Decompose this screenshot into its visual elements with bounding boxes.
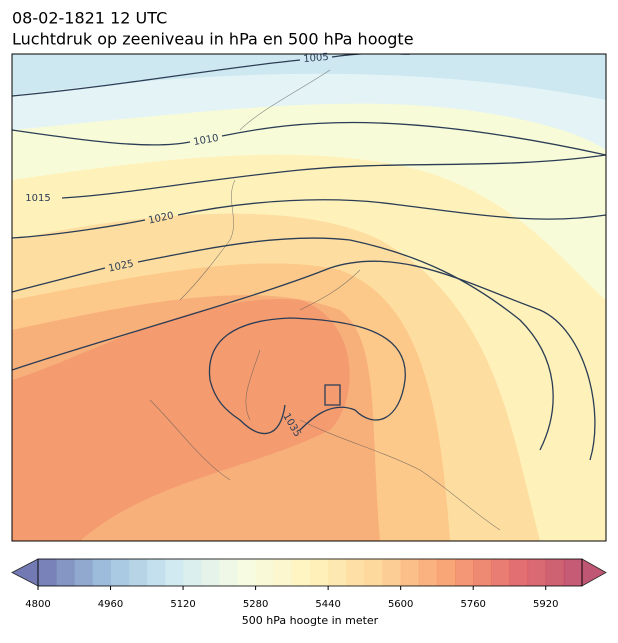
colorbar-cell [491,559,510,586]
colorbar-cell [92,559,112,586]
colorbar-tick-label: 5600 [388,599,413,610]
isobar-label: 1025 [108,258,135,274]
colorbar-cell [74,559,93,586]
colorbar-cell [255,559,275,586]
colorbar-cell [473,559,492,586]
isobar-label: 1020 [148,210,175,226]
colorbar-label: 500 hPa hoogte in meter [242,614,379,627]
subtitle: Luchtdruk op zeeniveau in hPa en 500 hPa… [12,30,414,49]
colorbar-cell [436,559,456,586]
colorbar-cell [310,559,329,586]
colorbar-tick-label: 5280 [243,599,268,610]
colorbar-cell [364,559,384,586]
isobar-label: 1005 [303,52,329,65]
colorbar-extend-low [11,558,39,587]
colorbar-frame [37,558,583,587]
colorbar-cell [382,559,402,586]
colorbar-extend-high [581,558,607,587]
colorbar-cell [219,559,238,586]
colorbar-cell [418,559,438,586]
colorbar-tick-label: 5760 [460,599,485,610]
colorbar-cell [328,559,347,586]
colorbar-cell [346,559,365,586]
colorbar-tick-label: 4960 [98,599,123,610]
colorbar-cell [201,559,220,586]
colorbar-cell [291,559,311,586]
colorbar-cell [237,559,257,586]
colorbar-cell [273,559,293,586]
isobar-label: 1010 [193,133,220,148]
colorbar-cell [128,559,148,586]
colorbar-cell [455,559,474,586]
map-frame [11,53,607,542]
colorbar-cell [527,559,547,586]
title: 08-02-1821 12 UTC [12,9,167,28]
colorbar-cell [56,559,75,586]
isobar-label: 1015 [25,193,50,204]
colorbar-cell [38,559,57,586]
colorbar-tick-label: 5920 [533,599,558,610]
colorbar-tick-label: 4800 [25,599,50,610]
colorbar-tick-label: 5120 [170,599,195,610]
colorbar-cell [563,559,583,586]
colorbar-tick-label: 5440 [315,599,340,610]
colorbar-cell [183,559,202,586]
colorbar-cell [400,559,420,586]
colorbar-cell [509,559,529,586]
colorbar-cell [110,559,130,586]
colorbar-cell [146,559,166,586]
colorbar-cell [164,559,184,586]
colorbar-cell [545,559,565,586]
map [12,54,606,541]
